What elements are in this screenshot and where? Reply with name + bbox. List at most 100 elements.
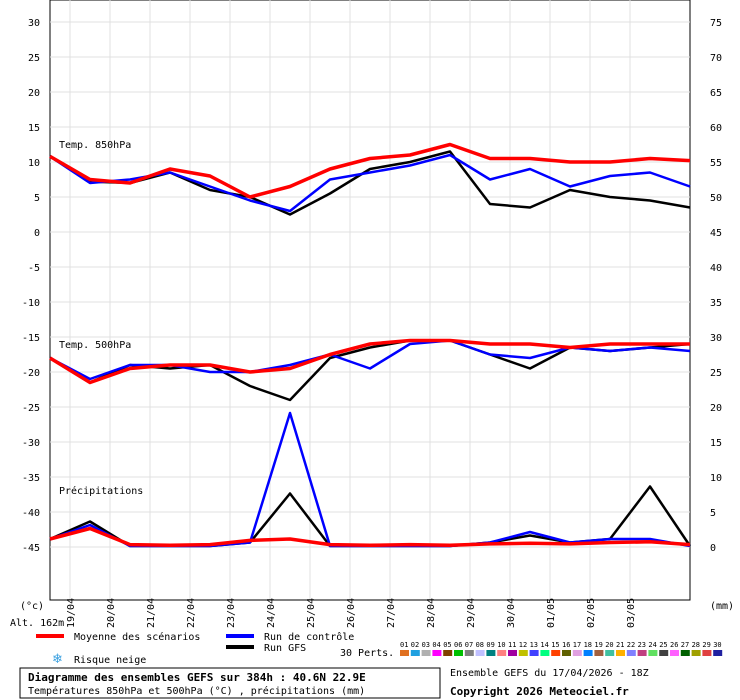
pert-legend-swatch <box>443 650 453 656</box>
pert-legend-label: 12 <box>519 641 527 649</box>
pert-legend-swatch <box>475 650 485 656</box>
pert-legend-label: 19 <box>594 641 602 649</box>
date-tick-label: 02/05 <box>586 598 597 628</box>
left-unit-label: (°c) <box>20 601 44 612</box>
pert-legend-swatch <box>637 650 647 656</box>
panel-label-500: Temp. 500hPa <box>59 340 131 351</box>
date-tick-label: 22/04 <box>186 598 197 628</box>
pert-legend-swatch <box>432 650 442 656</box>
date-tick-label: 24/04 <box>266 598 277 628</box>
date-tick-label: 03/05 <box>626 598 637 628</box>
series-line-t500 <box>49 338 690 385</box>
right-tick-label: 45 <box>710 228 722 239</box>
right-tick-label: 75 <box>710 18 722 29</box>
legend-snow-label: Risque neige <box>74 655 146 666</box>
pert-legend-swatch <box>529 650 539 656</box>
right-tick-label: 50 <box>710 193 722 204</box>
pert-legend-label: 18 <box>584 641 592 649</box>
series-line-t850 <box>49 142 691 199</box>
left-tick-label: -20 <box>22 368 40 379</box>
right-tick-label: 65 <box>710 88 722 99</box>
plot-frame <box>49 0 691 601</box>
legend-control-label: Run de contrôle <box>264 631 354 643</box>
legend-perts-label: 30 Perts. <box>340 648 394 659</box>
pert-legend-swatch <box>583 650 593 656</box>
left-tick-label: -5 <box>28 263 40 274</box>
left-tick-label: -45 <box>22 543 40 554</box>
pert-legend-swatch <box>691 650 701 656</box>
pert-legend-swatch <box>670 650 679 656</box>
pert-legend-label: 13 <box>530 641 538 649</box>
left-tick-label: -40 <box>22 508 40 519</box>
date-tick-label: 20/04 <box>106 598 117 628</box>
pert-legend-swatch <box>421 650 431 656</box>
pert-legend-swatch <box>594 650 604 656</box>
date-tick-label: 29/04 <box>466 598 477 628</box>
right-tick-label: 30 <box>710 333 722 344</box>
left-tick-label: -10 <box>22 298 40 309</box>
left-tick-label: 5 <box>34 193 40 204</box>
left-tick-label: -25 <box>22 403 40 414</box>
right-tick-label: 40 <box>710 263 722 274</box>
left-tick-label: 20 <box>28 88 40 99</box>
pert-legend-swatch <box>702 650 712 656</box>
right-tick-label: 35 <box>710 298 722 309</box>
pert-legend-swatch <box>486 650 496 656</box>
date-tick-label: 19/04 <box>66 598 77 628</box>
right-tick-label: 15 <box>710 438 722 449</box>
right-tick-label: 60 <box>710 123 722 134</box>
date-tick-label: 30/04 <box>506 598 517 628</box>
left-tick-label: -30 <box>22 438 40 449</box>
pert-legend-swatch <box>551 650 561 656</box>
right-tick-label: 10 <box>710 473 722 484</box>
pert-legend-swatch <box>626 650 636 656</box>
pert-legend-label: 14 <box>540 641 548 649</box>
date-tick-label: 21/04 <box>146 598 157 628</box>
pert-legend-swatch <box>680 650 690 656</box>
date-tick-label: 25/04 <box>306 598 317 628</box>
pert-legend-label: 08 <box>476 641 484 649</box>
pert-legend-label: 04 <box>432 641 440 649</box>
altitude-label: Alt. 162m <box>10 618 64 629</box>
series-line-precip <box>49 526 691 548</box>
panel-label-precip: Précipitations <box>59 485 143 497</box>
pert-legend-swatch <box>454 650 463 656</box>
pert-legend-label: 25 <box>659 641 667 649</box>
footer-box <box>19 667 441 699</box>
left-tick-label: -35 <box>22 473 40 484</box>
date-tick-label: 27/04 <box>386 598 397 628</box>
right-unit-label: (mm) <box>710 601 734 612</box>
pert-legend-swatch <box>648 650 658 656</box>
pert-legend-label: 09 <box>486 641 494 649</box>
footer-title: Diagramme des ensembles GEFS sur 384h : … <box>28 671 366 684</box>
pert-legend-swatch <box>464 650 474 656</box>
pert-legend-label: 15 <box>551 641 559 649</box>
pert-legend-swatch <box>540 650 550 656</box>
right-tick-label: 25 <box>710 368 722 379</box>
pert-legend-label: 02 <box>411 641 419 649</box>
pert-legend-swatch <box>659 650 669 656</box>
left-tick-label: 10 <box>28 158 40 169</box>
left-tick-label: 30 <box>28 18 40 29</box>
right-tick-label: 70 <box>710 53 722 64</box>
right-tick-label: 0 <box>710 543 716 554</box>
pert-legend-label: 03 <box>422 641 430 649</box>
pert-legend-label: 27 <box>681 641 689 649</box>
pert-legend-swatch <box>605 650 615 656</box>
pert-legend-label: 01 <box>400 641 408 649</box>
right-tick-label: 20 <box>710 403 722 414</box>
pert-legend-label: 30 <box>713 641 721 649</box>
date-tick-label: 01/05 <box>546 598 557 628</box>
pert-legend-swatch <box>410 650 420 656</box>
series-group <box>49 142 692 548</box>
pert-legend-label: 05 <box>443 641 451 649</box>
left-tick-label: 0 <box>34 228 40 239</box>
pert-legend-label: 23 <box>638 641 646 649</box>
pert-legend-label: 10 <box>497 641 505 649</box>
pert-legend-swatch <box>400 650 409 656</box>
pert-legend-label: 24 <box>648 641 656 649</box>
pert-legend-label: 28 <box>692 641 700 649</box>
pert-legend-swatch <box>518 650 528 656</box>
